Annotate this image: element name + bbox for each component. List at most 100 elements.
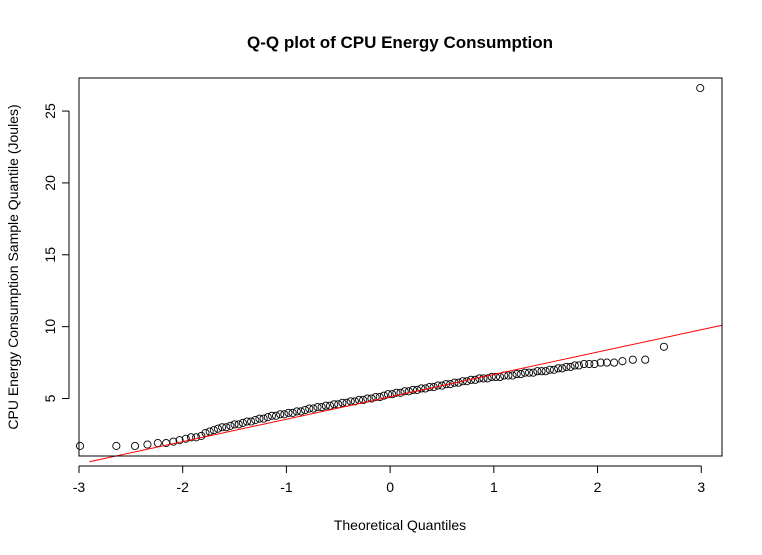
data-point [541, 367, 550, 376]
data-point [213, 424, 223, 433]
data-point [259, 414, 268, 423]
data-point [596, 358, 605, 367]
data-point [263, 413, 272, 422]
data-point [400, 387, 409, 396]
data-point [458, 377, 467, 386]
y-tick-label: 25 [42, 103, 58, 119]
data-point [566, 362, 575, 371]
data-point [533, 367, 542, 376]
data-point [218, 423, 227, 432]
data-point [317, 403, 326, 412]
data-point [558, 364, 567, 373]
data-point [338, 398, 347, 407]
data-point [483, 374, 492, 383]
data-point [529, 368, 538, 377]
data-point [413, 385, 422, 394]
data-point [610, 358, 619, 367]
data-point [580, 359, 589, 369]
data-point [334, 400, 343, 409]
x-tick-label: 1 [490, 479, 498, 495]
data-point [496, 372, 505, 382]
data-point [487, 372, 496, 382]
data-point [562, 362, 571, 371]
data-point [392, 388, 401, 397]
data-point [696, 84, 705, 93]
data-point [226, 421, 235, 430]
data-point [504, 371, 513, 380]
data-point [585, 359, 594, 369]
x-tick-label: 0 [386, 479, 394, 495]
data-point [471, 375, 480, 384]
data-point [242, 417, 252, 426]
x-tick-label: -3 [73, 479, 86, 495]
data-point [292, 407, 301, 416]
data-point [325, 401, 335, 410]
data-point [301, 405, 310, 415]
data-point [618, 357, 627, 366]
data-point [284, 408, 293, 417]
data-point [570, 361, 579, 370]
data-point [404, 387, 413, 396]
data-point [516, 370, 525, 379]
data-point [545, 365, 554, 374]
data-point [346, 397, 355, 406]
data-point [271, 411, 281, 420]
data-point [437, 381, 447, 390]
data-point [396, 388, 405, 397]
data-point [130, 441, 140, 450]
x-tick-label: 2 [594, 479, 602, 495]
data-point [554, 364, 563, 373]
data-point [255, 414, 264, 423]
chart-title: Q-Q plot of CPU Energy Consumption [247, 33, 553, 52]
data-point [520, 368, 530, 377]
data-point [321, 401, 330, 410]
reference-line [89, 324, 723, 463]
data-point [379, 391, 388, 400]
data-point [230, 420, 239, 429]
data-point [549, 365, 559, 374]
data-point [267, 411, 276, 420]
data-point [251, 416, 260, 425]
data-point [280, 410, 289, 419]
y-tick-label: 15 [42, 247, 58, 263]
data-point [209, 426, 218, 435]
data-point [491, 372, 500, 382]
y-tick-label: 10 [42, 319, 58, 335]
data-point [186, 433, 196, 442]
data-point [659, 342, 668, 351]
data-point [112, 441, 121, 450]
data-point [192, 433, 201, 442]
data-point [354, 395, 364, 405]
data-point [238, 418, 247, 427]
data-point [296, 407, 305, 416]
data-point [205, 427, 214, 436]
data-point [181, 434, 190, 443]
data-point [425, 382, 434, 392]
data-point [375, 393, 384, 402]
data-point [234, 420, 243, 429]
data-point [508, 371, 517, 380]
data-point [590, 359, 599, 369]
data-point [367, 394, 376, 403]
data-point [408, 385, 418, 394]
x-axis: -3 -2 -1 0 1 2 3 [73, 465, 705, 495]
data-point [276, 410, 285, 419]
data-point [359, 395, 368, 405]
data-point [388, 390, 397, 399]
data-point [525, 368, 534, 377]
data-point [628, 355, 637, 364]
data-point [222, 423, 231, 432]
data-point [371, 393, 380, 402]
plot-frame [78, 77, 723, 457]
data-point [153, 439, 162, 448]
x-tick-label: -2 [176, 479, 189, 495]
data-point [479, 374, 488, 383]
data-point [305, 404, 314, 413]
data-point [417, 384, 426, 393]
data-point [574, 361, 583, 370]
data-point [537, 367, 546, 376]
x-axis-label: Theoretical Quantiles [334, 517, 466, 533]
data-point [383, 390, 393, 399]
data-point [197, 431, 206, 440]
